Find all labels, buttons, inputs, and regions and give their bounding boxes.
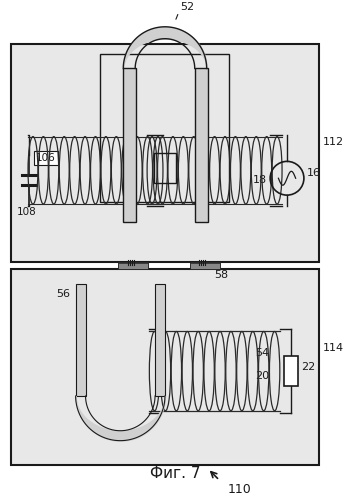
Text: 52: 52 [180,2,194,12]
Bar [284,356,298,386]
Text: 108: 108 [17,207,37,217]
Text: 18: 18 [253,175,267,185]
Text: 54: 54 [255,348,270,358]
Text: 58: 58 [215,270,229,280]
Text: 114: 114 [323,342,344,353]
Text: 110: 110 [228,484,251,497]
Bar [118,263,148,269]
Bar [118,262,148,268]
Text: 16: 16 [307,168,321,178]
Bar [11,269,319,466]
Text: 22: 22 [301,362,315,372]
Bar [154,153,176,183]
Bar [76,284,85,396]
Bar [190,263,219,269]
Bar [155,284,165,396]
Bar [11,44,319,262]
Text: 112: 112 [323,137,344,147]
Text: 20: 20 [255,371,270,381]
Bar [100,53,230,203]
Text: Фиг. 7: Фиг. 7 [150,467,200,482]
Text: 56: 56 [57,289,71,299]
Bar [195,68,208,223]
Bar [123,68,136,223]
Bar [190,262,219,268]
Text: 106: 106 [36,153,55,163]
